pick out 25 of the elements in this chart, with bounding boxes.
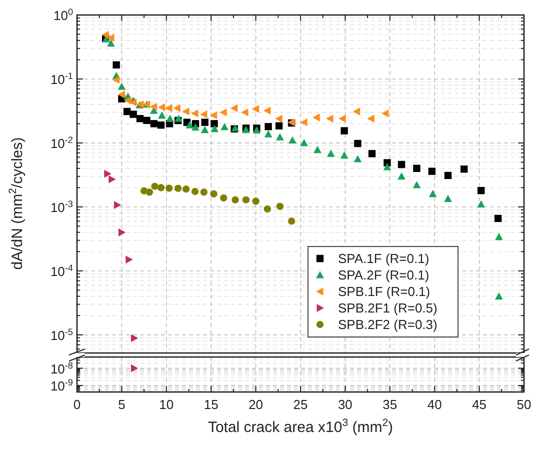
x-tick-label: 50: [516, 397, 532, 412]
y-tick-label: 10$^{-3}$: [50, 198, 73, 215]
legend-label: SPB.1F (R=0.1): [338, 284, 430, 299]
y-tick-label: 10$^{-2}$: [50, 134, 73, 151]
y-tick-label: 10$^{-8}$: [50, 360, 73, 376]
x-tick-label: 30: [338, 397, 352, 412]
x-tick-label: 20: [248, 397, 264, 412]
legend-label: SPA.1F (R=0.1): [338, 251, 430, 266]
x-tick-label: 0: [73, 397, 81, 412]
y-tick-label: 10$^{0}$: [53, 7, 73, 23]
legend-label: SPB.2F1 (R=0.5): [338, 300, 438, 316]
y-tick-label: 10$^{-5}$: [50, 326, 73, 343]
x-tick-label: 10: [159, 397, 174, 412]
x-tick-label: 5: [118, 397, 126, 412]
x-tick-label: 45: [472, 397, 487, 412]
legend-label: SPA.2F (R=0.1): [338, 268, 430, 282]
x-tick-label: 35: [382, 397, 398, 412]
y-tick-label: 10$^{-4}$: [50, 262, 73, 279]
x-tick-label: 40: [427, 397, 442, 412]
legend-label: SPB.2F2 (R=0.3): [338, 317, 438, 332]
y-tick-label: 10$^{-1}$: [50, 70, 73, 87]
x-tick-label: 25: [293, 397, 308, 412]
y-tick-label: 10$^{-9}$: [50, 378, 73, 394]
x-axis-title: Total crack area x10$^{3}$ (mm$^{2}$): [208, 417, 394, 436]
x-tick-label: 15: [204, 397, 218, 412]
